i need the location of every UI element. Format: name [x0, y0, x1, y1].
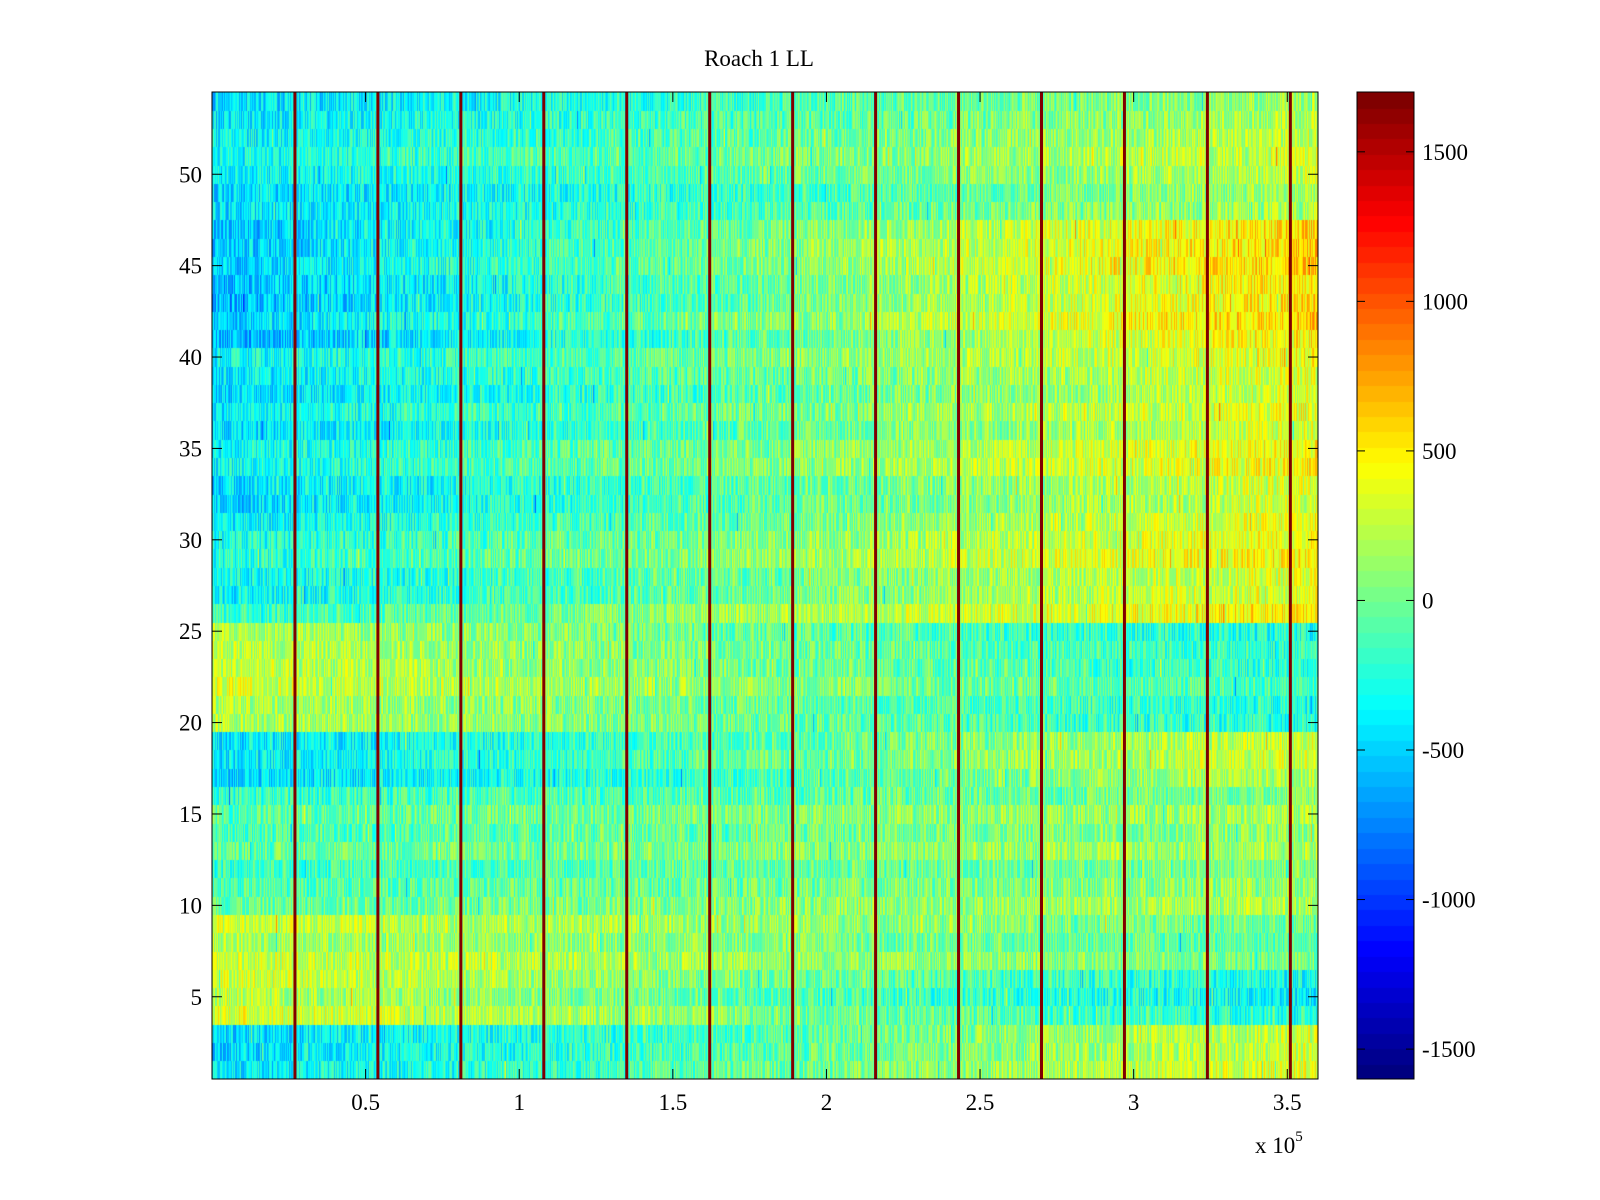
y-tick-label: 10: [179, 893, 202, 918]
x-tick-label: 2.5: [966, 1090, 995, 1115]
colorbar-tick-label: -500: [1422, 738, 1464, 763]
colorbar-tick-label: 0: [1422, 588, 1434, 613]
colorbar-frame: [1356, 91, 1415, 1080]
x-tick-label: 1: [513, 1090, 525, 1115]
colorbar-tick-label: 500: [1422, 439, 1457, 464]
y-tick-label: 50: [179, 162, 202, 187]
y-tick-label: 20: [179, 711, 202, 736]
y-tick-label: 5: [191, 985, 203, 1010]
x-tick-label: 3: [1128, 1090, 1140, 1115]
y-tick-label: 40: [179, 345, 202, 370]
colorbar-tick-label: 1000: [1422, 289, 1468, 314]
colorbar-tick-label: 1500: [1422, 140, 1468, 165]
heatmap-image: [212, 92, 1318, 1079]
x-tick-label: 3.5: [1273, 1090, 1302, 1115]
x-tick-label: 0.5: [351, 1090, 380, 1115]
x-tick-label: 2: [821, 1090, 833, 1115]
colorbar-tick-label: -1000: [1422, 888, 1476, 913]
x-axis-multiplier: x 105: [1255, 1129, 1303, 1158]
colorbar-tick-label: -1500: [1422, 1037, 1476, 1062]
chart-title: Roach 1 LL: [704, 46, 814, 71]
y-tick-label: 45: [179, 254, 202, 279]
colorbar-gradient: [1357, 92, 1414, 1079]
x-tick-label: 1.5: [658, 1090, 687, 1115]
x-axis-multiplier-exponent: 5: [1295, 1129, 1303, 1145]
plot-frame: [211, 91, 1319, 1080]
y-tick-label: 25: [179, 619, 202, 644]
x-axis-multiplier-base: x 10: [1255, 1133, 1295, 1158]
colorbar-axis: -1500 -1000 -500 0 500 1000 1500: [1357, 140, 1476, 1062]
y-tick-label: 35: [179, 436, 202, 461]
y-axis: 5 10 15 20 25 30 35 40 45 50: [179, 162, 1318, 1010]
x-axis: 0.5 1 1.5 2 2.5 3 3.5: [351, 92, 1302, 1115]
y-tick-label: 15: [179, 802, 202, 827]
y-tick-label: 30: [179, 528, 202, 553]
